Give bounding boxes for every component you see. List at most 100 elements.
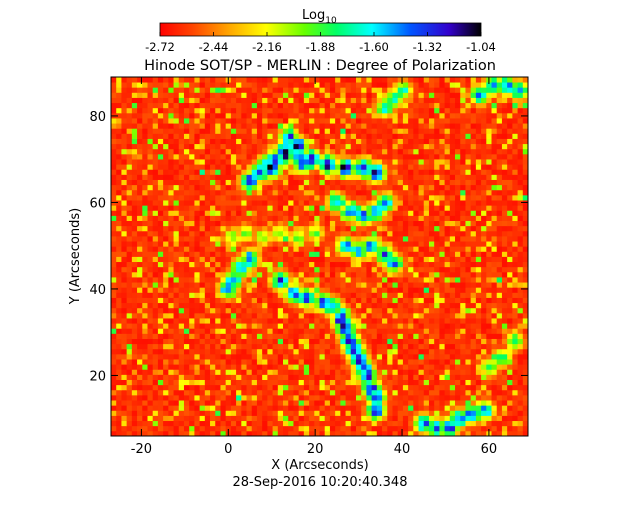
heatmap-cell bbox=[142, 307, 148, 314]
heatmap-cell bbox=[319, 194, 326, 201]
heatmap-cell bbox=[481, 297, 487, 304]
heatmap-cell bbox=[402, 338, 409, 345]
heatmap-cell bbox=[126, 400, 133, 406]
heatmap-cell bbox=[157, 189, 164, 196]
heatmap-cell bbox=[298, 174, 305, 180]
heatmap-cell bbox=[126, 112, 133, 119]
heatmap-cell bbox=[267, 400, 273, 406]
heatmap-cell bbox=[183, 302, 190, 309]
heatmap-cell bbox=[137, 353, 143, 360]
heatmap-cell bbox=[418, 364, 425, 370]
heatmap-cell bbox=[439, 251, 445, 257]
heatmap-cell bbox=[428, 307, 435, 314]
heatmap-cell bbox=[236, 374, 242, 380]
heatmap-cell bbox=[204, 128, 211, 134]
heatmap-cell bbox=[303, 374, 310, 380]
heatmap-cell bbox=[376, 235, 383, 242]
heatmap-cell bbox=[397, 153, 404, 160]
heatmap-cell bbox=[387, 348, 393, 355]
heatmap-cell bbox=[345, 159, 352, 165]
heatmap-cell bbox=[439, 138, 445, 145]
heatmap-cell bbox=[397, 415, 404, 422]
heatmap-cell bbox=[376, 194, 383, 201]
heatmap-cell bbox=[324, 374, 331, 380]
heatmap-cell bbox=[303, 143, 310, 150]
heatmap-cell bbox=[481, 220, 487, 227]
heatmap-cell bbox=[376, 297, 383, 304]
heatmap-cell bbox=[455, 333, 461, 339]
heatmap-cell bbox=[298, 394, 305, 401]
heatmap-cell bbox=[522, 215, 528, 221]
heatmap-cell bbox=[340, 148, 346, 155]
heatmap-cell bbox=[204, 410, 211, 416]
heatmap-cell bbox=[501, 277, 508, 283]
heatmap-cell bbox=[126, 374, 133, 380]
heatmap-cell bbox=[131, 230, 138, 237]
heatmap-cell bbox=[189, 138, 195, 145]
heatmap-cell bbox=[366, 123, 373, 129]
heatmap-cell bbox=[241, 379, 247, 386]
heatmap-cell bbox=[465, 241, 472, 247]
heatmap-cell bbox=[220, 261, 227, 268]
heatmap-cell bbox=[387, 174, 393, 180]
heatmap-cell bbox=[455, 200, 461, 206]
heatmap-cell bbox=[382, 292, 388, 298]
heatmap-cell bbox=[293, 405, 300, 411]
heatmap-cell bbox=[324, 164, 331, 170]
heatmap-cell bbox=[522, 159, 528, 165]
heatmap-cell bbox=[439, 277, 445, 283]
heatmap-cell bbox=[152, 205, 159, 211]
heatmap-cell bbox=[428, 246, 435, 252]
heatmap-cell bbox=[345, 138, 352, 145]
heatmap-cell bbox=[126, 138, 133, 145]
heatmap-cell bbox=[371, 128, 378, 134]
heatmap-cell bbox=[470, 184, 477, 191]
heatmap-cell bbox=[147, 225, 154, 232]
heatmap-cell bbox=[303, 287, 310, 293]
heatmap-cell bbox=[522, 148, 528, 155]
heatmap-cell bbox=[335, 230, 341, 237]
heatmap-cell bbox=[423, 215, 430, 221]
heatmap-cell bbox=[402, 323, 409, 329]
heatmap-cell bbox=[501, 343, 508, 350]
heatmap-cell bbox=[147, 282, 154, 288]
heatmap-cell bbox=[210, 246, 216, 252]
heatmap-cell bbox=[434, 318, 440, 324]
heatmap-cell bbox=[199, 410, 206, 416]
heatmap-cell bbox=[183, 118, 190, 124]
heatmap-cell bbox=[324, 282, 331, 288]
heatmap-cell bbox=[262, 348, 268, 355]
heatmap-cell bbox=[293, 210, 300, 216]
heatmap-cell bbox=[131, 189, 138, 196]
heatmap-cell bbox=[345, 364, 352, 370]
heatmap-cell bbox=[434, 287, 440, 293]
heatmap-cell bbox=[126, 415, 133, 422]
heatmap-cell bbox=[183, 338, 190, 345]
heatmap-cell bbox=[371, 123, 378, 129]
heatmap-cell bbox=[350, 389, 357, 396]
heatmap-cell bbox=[507, 123, 513, 129]
heatmap-cell bbox=[444, 271, 451, 278]
heatmap-cell bbox=[329, 143, 336, 150]
heatmap-cell bbox=[163, 292, 169, 298]
heatmap-cell bbox=[183, 328, 190, 334]
heatmap-cell bbox=[512, 364, 518, 370]
heatmap-cell bbox=[319, 215, 326, 221]
heatmap-cell bbox=[116, 241, 122, 247]
heatmap-cell bbox=[298, 302, 305, 309]
heatmap-cell bbox=[397, 318, 404, 324]
heatmap-cell bbox=[215, 277, 221, 283]
heatmap-cell bbox=[236, 159, 242, 165]
heatmap-cell bbox=[277, 405, 284, 411]
heatmap-cell bbox=[371, 159, 378, 165]
heatmap-cell bbox=[194, 230, 201, 237]
heatmap-cell bbox=[512, 266, 518, 273]
heatmap-cell bbox=[361, 123, 367, 129]
heatmap-cell bbox=[402, 184, 409, 191]
heatmap-cell bbox=[121, 118, 128, 124]
heatmap-cell bbox=[329, 400, 336, 406]
heatmap-cell bbox=[475, 230, 482, 237]
heatmap-cell bbox=[491, 400, 498, 406]
heatmap-cell bbox=[319, 318, 326, 324]
heatmap-cell bbox=[183, 251, 190, 257]
